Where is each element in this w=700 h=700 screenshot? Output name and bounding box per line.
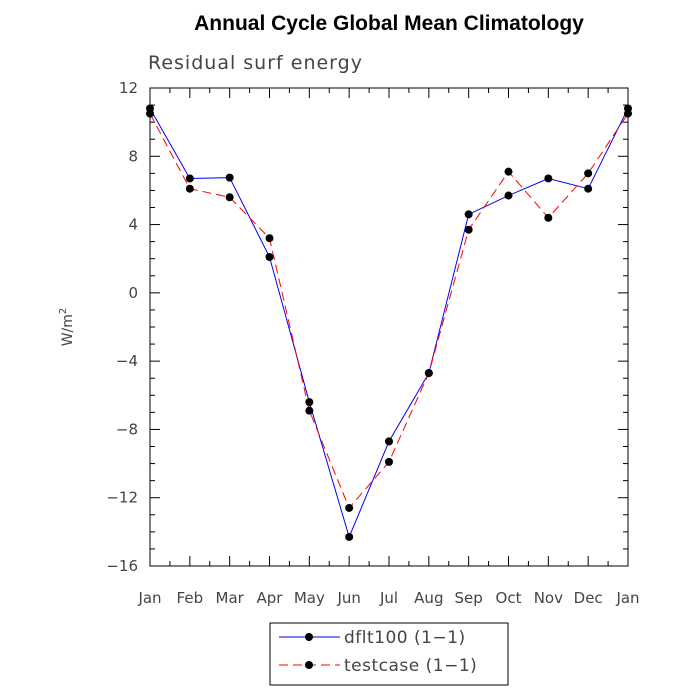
series-0-point: [265, 253, 274, 262]
y-tick-label: −16: [106, 557, 138, 575]
x-tick-label: Aug: [414, 589, 443, 607]
x-tick-label: Sep: [455, 589, 483, 607]
series-1-point: [345, 503, 354, 512]
axis-ticks: [149, 87, 629, 567]
series-line-0: [149, 108, 629, 539]
series-1-point: [544, 213, 553, 222]
y-tick-label: 12: [119, 79, 138, 97]
series-1-point: [225, 193, 234, 202]
series-1-point: [424, 369, 433, 378]
x-tick-label: Dec: [574, 589, 603, 607]
x-tick-label: Nov: [534, 589, 563, 607]
series-0-point: [504, 191, 513, 200]
series-1-point: [624, 109, 632, 118]
series-0-point: [544, 174, 553, 183]
chart-title: Annual Cycle Global Mean Climatology: [194, 12, 584, 35]
series-0-point: [345, 532, 354, 541]
legend-marker-dflt100: [305, 633, 313, 641]
axis-tick-labels: Jan Feb Mar Apr May Jun Jul Aug Sep Oct Nov Dec Jan 1…: [106, 79, 639, 607]
series-1-point: [385, 457, 393, 466]
y-tick-label: 0: [128, 284, 138, 302]
series-1-point: [464, 225, 473, 234]
y-tick-label: −12: [106, 489, 138, 507]
x-tick-label: Jul: [379, 589, 398, 607]
legend-label-testcase: testcase (1−1): [344, 656, 477, 676]
series-line-1: [149, 113, 629, 509]
x-tick-label: Jun: [336, 589, 360, 607]
series-1-point: [265, 234, 274, 243]
x-tick-label: Jan: [137, 589, 161, 607]
chart-subtitle: Residual surf energy: [148, 52, 363, 74]
y-axis-label-superscript: 2: [58, 308, 69, 314]
y-tick-label: −4: [116, 352, 138, 370]
x-tick-label: Jan: [615, 589, 639, 607]
plot-frame: [149, 87, 629, 567]
series-1-point: [504, 167, 513, 176]
x-tick-label: May: [294, 589, 325, 607]
y-axis-label-text: W/m: [60, 314, 76, 346]
y-tick-label: −8: [116, 420, 138, 438]
x-tick-label: Feb: [177, 589, 204, 607]
legend-marker-testcase: [305, 661, 313, 669]
series-1-point: [584, 169, 593, 178]
x-tick-label: Mar: [216, 589, 245, 607]
y-tick-label: 4: [128, 216, 138, 234]
series-0-point: [225, 173, 234, 182]
y-tick-label: 8: [128, 147, 138, 165]
series-0-point: [385, 437, 393, 446]
legend-label-dflt100: dflt100 (1−1): [344, 628, 466, 648]
series-1-point: [305, 406, 314, 415]
series-0-point: [305, 398, 314, 407]
series-group: [146, 104, 632, 541]
series-0-point: [185, 174, 194, 183]
series-0-point: [464, 210, 473, 219]
x-tick-label: Apr: [257, 589, 284, 607]
series-1-point: [185, 184, 194, 193]
series-0-point: [584, 184, 593, 193]
legend: dflt100 (1−1) testcase (1−1): [269, 622, 509, 686]
x-tick-label: Oct: [496, 589, 522, 607]
series-1-point: [146, 109, 154, 118]
y-axis-label: W/m2: [58, 308, 76, 347]
